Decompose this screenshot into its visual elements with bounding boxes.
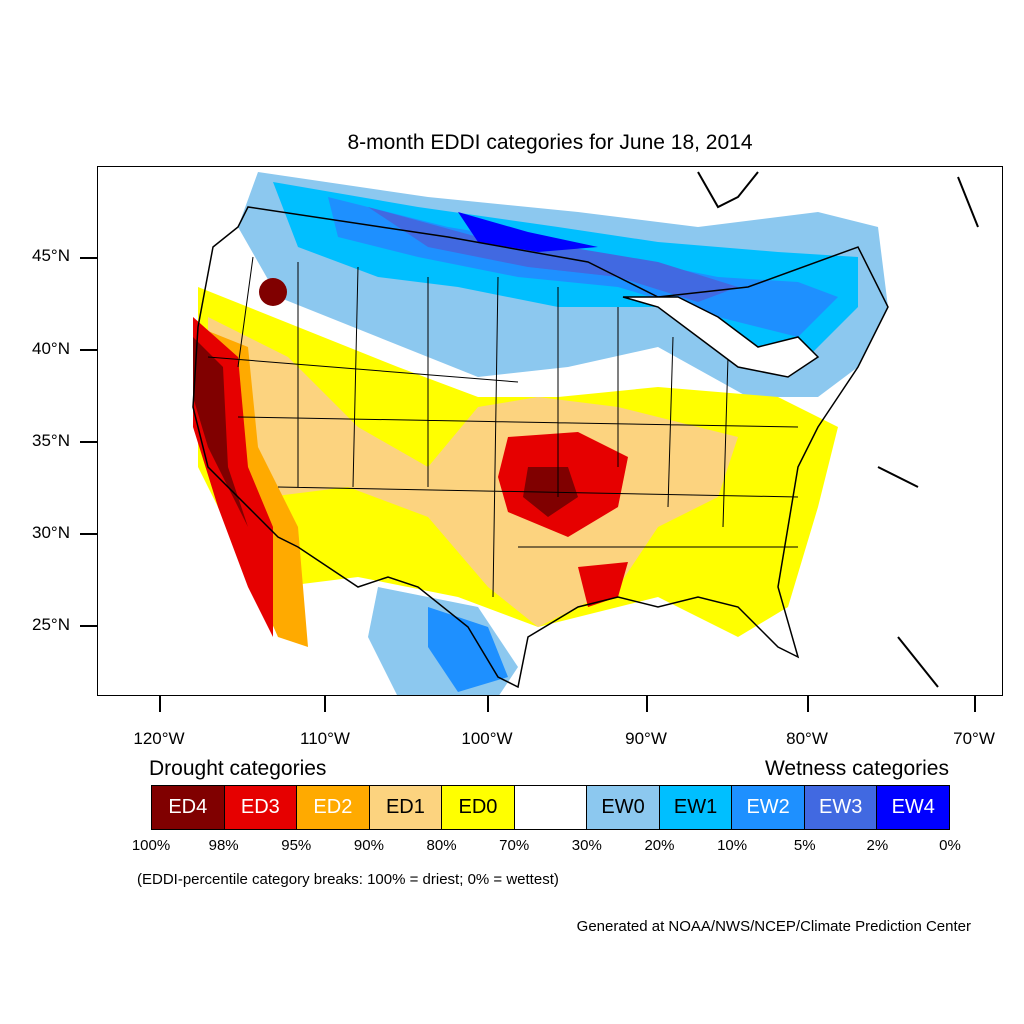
percent-break-label: 100% [131,837,171,854]
state-lines [207,256,799,598]
percent-break-label: 95% [281,837,312,854]
legend-cell-ed4: ED4 [152,786,225,829]
lat-label-25: 25°N [32,615,70,634]
legend-cell-ew1: EW1 [659,786,733,829]
lon-tick [807,696,809,712]
credit-line: Generated at NOAA/NWS/NCEP/Climate Predi… [576,918,971,935]
percent-break-label: 30% [571,837,602,854]
lat-label-45: 45°N [32,246,70,265]
lon-label-70: 70°W [953,729,995,748]
percent-break-label: 5% [793,837,816,854]
canada-mexico-coast [697,171,979,688]
drought-ed1 [208,317,738,627]
legend-cell-ew0: EW0 [587,786,660,829]
drought-ed3-south [578,562,628,607]
lon-tick [646,696,648,712]
percent-break-label: 2% [866,837,889,854]
legend-cell-ed3: ED3 [224,786,298,829]
eddi-map [192,171,979,695]
wet-region-texas-ew1 [428,607,508,692]
lon-label-90: 90°W [625,729,667,748]
legend-note: (EDDI-percentile category breaks: 100% =… [137,871,559,888]
lon-tick [159,696,161,712]
lat-label-40: 40°N [32,339,70,358]
great-lakes [622,296,820,378]
drought-ed4-idaho [259,278,287,306]
lat-label-35: 35°N [32,431,70,450]
lon-label-110: 110°W [300,729,350,748]
percent-break-label: 20% [644,837,675,854]
legend-cell-ew3: EW3 [804,786,878,829]
lat-tick [80,441,97,443]
drought-categories-heading: Drought categories [149,757,327,780]
percent-break-label: 70% [499,837,530,854]
lat-tick [80,349,97,351]
wet-region-north-ew3 [368,207,738,302]
percent-break-label: 0% [939,837,961,854]
legend-cell-ed2: ED2 [297,786,370,829]
wetness-categories-heading: Wetness categories [764,757,949,780]
map-panel [97,166,1003,696]
lon-tick [487,696,489,712]
lon-tick [324,696,326,712]
lat-label-30: 30°N [32,523,70,542]
percent-break-label: 98% [208,837,239,854]
category-legend-bar: ED4 ED3 ED2 ED1 ED0 EW0 EW1 EW2 EW3 EW4 [151,785,950,830]
percent-break-label: 80% [426,837,457,854]
legend-cell-ed0: ED0 [442,786,515,829]
drought-ed4-west [193,337,248,527]
lon-tick [974,696,976,712]
lon-label-80: 80°W [786,729,828,748]
percent-break-label: 10% [717,837,748,854]
legend-cell-ew4: EW4 [877,786,950,829]
legend-cell-ed1: ED1 [369,786,443,829]
legend-cell-neutral [514,786,588,829]
map-title: 8-month EDDI categories for June 18, 201… [347,131,753,154]
lat-tick [80,625,97,627]
lon-label-100: 100°W [461,729,513,748]
lon-label-120: 120°W [133,729,185,748]
lat-tick [80,533,97,535]
legend-cell-ew2: EW2 [732,786,805,829]
wet-region-north-ew4 [458,212,598,252]
lat-tick [80,257,97,259]
percent-break-label: 90% [353,837,384,854]
